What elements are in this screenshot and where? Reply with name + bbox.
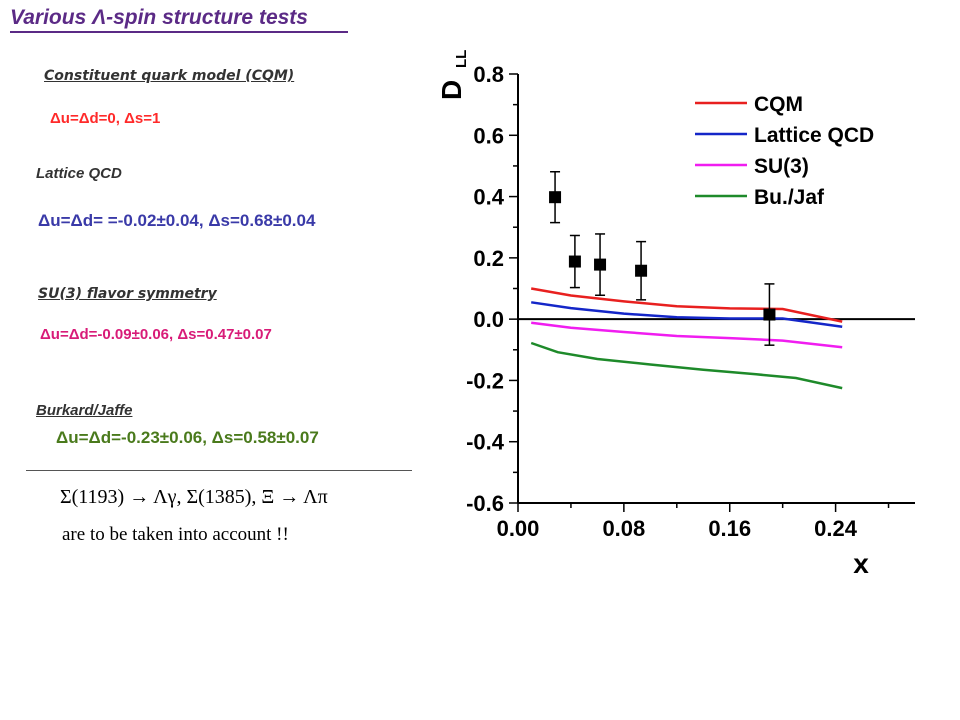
data-point — [594, 258, 607, 271]
formula-note: are to be taken into account !! — [62, 524, 289, 545]
slide-title: Various Λ-spin structure tests — [10, 6, 308, 29]
model-equation-lattice: Δu=Δd= =-0.02±0.04, Δs=0.68±0.04 — [38, 211, 316, 230]
x-tick-label: 0.00 — [497, 516, 540, 541]
y-tick-label: -0.6 — [466, 491, 504, 516]
series-line — [531, 301, 843, 329]
legend-label: Bu./Jaf — [754, 186, 825, 209]
x-tick-label: 0.24 — [814, 516, 858, 541]
divider — [26, 470, 412, 471]
model-equation-su3: Δu=Δd=-0.09±0.06, Δs=0.47±0.07 — [40, 326, 272, 343]
y-tick-label: -0.2 — [466, 368, 504, 393]
x-axis-title: x — [853, 548, 869, 579]
legend-label: Lattice QCD — [754, 124, 874, 147]
data-point — [635, 264, 648, 277]
legend-label: CQM — [754, 93, 803, 116]
model-heading-burkard-jaffe: Burkard/Jaffe — [36, 402, 133, 419]
y-axis-title: D — [436, 80, 467, 100]
model-heading-lattice: Lattice QCD — [36, 165, 122, 182]
y-tick-label: 0.6 — [473, 123, 504, 148]
series-line — [530, 287, 843, 323]
y-tick-label: 0.4 — [473, 185, 504, 210]
y-tick-label: 0.8 — [473, 62, 504, 87]
y-tick-label: 0.0 — [473, 307, 504, 332]
title-underline — [10, 31, 348, 33]
model-heading-su3: SU(3) flavor symmetry — [38, 286, 217, 302]
legend-label: SU(3) — [754, 155, 809, 178]
y-tick-label: 0.2 — [473, 246, 504, 271]
x-tick-label: 0.16 — [708, 516, 751, 541]
model-equation-burkard-jaffe: Δu=Δd=-0.23±0.06, Δs=0.58±0.07 — [56, 428, 319, 447]
series-line — [530, 341, 843, 390]
data-point — [549, 191, 562, 204]
y-axis-title-subscript: LL — [453, 50, 470, 68]
decay-formula: Σ(1193) → Λγ, Σ(1385), Ξ → Λπ — [60, 486, 328, 508]
data-point — [763, 308, 776, 321]
x-tick-label: 0.08 — [602, 516, 645, 541]
data-point — [568, 255, 581, 268]
y-tick-label: -0.4 — [466, 430, 505, 455]
model-equation-cqm: Δu=Δd=0, Δs=1 — [50, 110, 161, 127]
model-heading-cqm: Constituent quark model (CQM) — [44, 68, 295, 84]
series-line — [531, 321, 843, 349]
